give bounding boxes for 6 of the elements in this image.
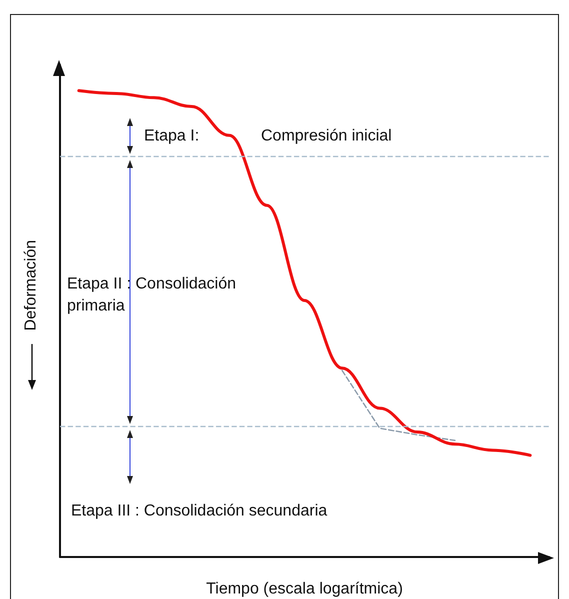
annotation: Etapa III : Consolidación secundaria	[71, 502, 328, 520]
y-axis-title: Deformación	[22, 240, 40, 331]
annotation: Compresión inicial	[261, 128, 392, 144]
x-axis-title: Tiempo (escala logarítmica)	[206, 580, 403, 598]
annotation: Etapa II : Consolidación primaria	[67, 276, 240, 314]
annotation: Etapa I:	[144, 128, 200, 144]
